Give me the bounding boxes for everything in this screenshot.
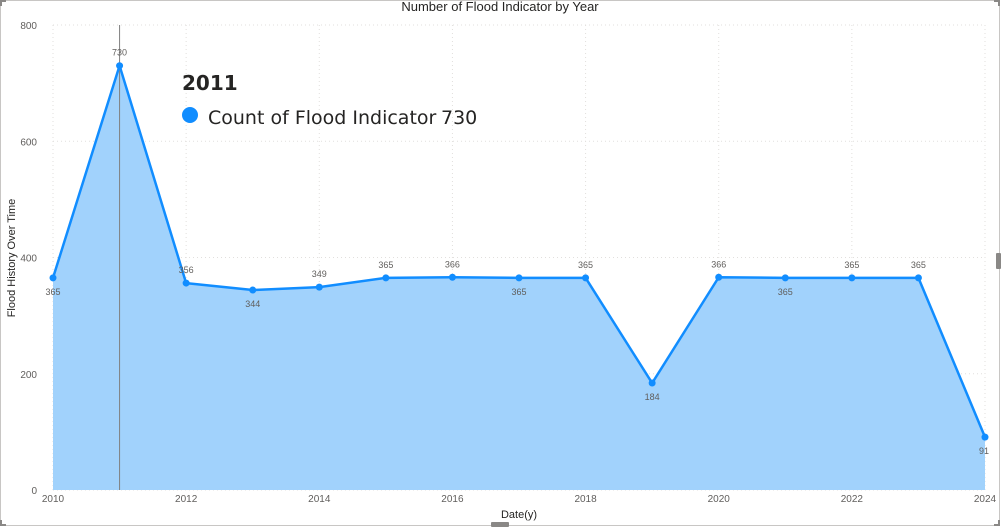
data-label-2011: 730 bbox=[112, 48, 127, 58]
y-tick-label: 400 bbox=[20, 254, 37, 265]
data-point-2019[interactable] bbox=[648, 379, 656, 387]
data-point-2012[interactable] bbox=[182, 279, 190, 287]
data-point-2022[interactable] bbox=[848, 274, 856, 282]
frame-corner-top-right bbox=[998, 0, 1000, 6]
x-tick-label: 2022 bbox=[841, 494, 864, 505]
data-point-2024[interactable] bbox=[981, 433, 989, 441]
x-tick-label: 2016 bbox=[441, 494, 464, 505]
x-tick-label: 2018 bbox=[574, 494, 597, 505]
data-point-2023[interactable] bbox=[914, 274, 922, 282]
data-label-2022: 365 bbox=[844, 260, 859, 270]
data-point-2021[interactable] bbox=[781, 274, 789, 282]
y-axis-ticks: 0 200 400 600 800 bbox=[20, 21, 37, 497]
data-point-2011[interactable] bbox=[116, 62, 124, 70]
y-tick-label: 800 bbox=[20, 21, 37, 32]
resize-handle-right[interactable] bbox=[996, 253, 1001, 269]
data-label-2021: 365 bbox=[778, 287, 793, 297]
data-label-2014: 349 bbox=[312, 269, 327, 279]
frame-corner-bottom-left bbox=[0, 520, 2, 526]
frame-corner-top-left bbox=[0, 0, 2, 6]
x-tick-label: 2024 bbox=[974, 494, 997, 505]
chart-title: Number of Flood Indicator by Year bbox=[401, 0, 599, 14]
data-label-2018: 365 bbox=[578, 260, 593, 270]
data-label-2015: 365 bbox=[378, 260, 393, 270]
data-labels: 365 730 356 344 349 365 366 365 365 184 366 365 365 3… bbox=[45, 48, 989, 456]
y-tick-label: 200 bbox=[20, 370, 37, 381]
frame-corner-top-right bbox=[994, 0, 1000, 2]
data-point-2016[interactable] bbox=[448, 273, 456, 281]
frame-corner-bottom-right bbox=[994, 524, 1000, 526]
x-tick-label: 2012 bbox=[175, 494, 198, 505]
data-point-2014[interactable] bbox=[315, 283, 323, 291]
x-axis-title: Date(y) bbox=[501, 509, 537, 521]
tooltip-series-marker bbox=[182, 107, 198, 123]
data-label-2020: 366 bbox=[711, 259, 726, 269]
tooltip: 2011 Count of Flood Indicator 730 bbox=[182, 71, 477, 129]
frame-corner-top-left bbox=[0, 0, 6, 2]
y-axis-title: Flood History Over Time bbox=[6, 199, 18, 318]
frame-corner-bottom-right bbox=[998, 520, 1000, 526]
y-tick-label: 600 bbox=[20, 137, 37, 148]
data-label-2012: 356 bbox=[179, 265, 194, 275]
frame-corner-bottom-left bbox=[0, 524, 6, 526]
data-label-2017: 365 bbox=[511, 287, 526, 297]
data-label-2024: 91 bbox=[979, 446, 989, 456]
x-axis-ticks: 2010 2012 2014 2016 2018 2020 2022 2024 bbox=[42, 494, 997, 505]
data-point-2015[interactable] bbox=[382, 274, 390, 282]
tooltip-series-value: 730 bbox=[441, 107, 477, 129]
data-label-2010: 365 bbox=[45, 287, 60, 297]
data-label-2019: 184 bbox=[645, 392, 660, 402]
x-tick-label: 2020 bbox=[708, 494, 731, 505]
data-label-2023: 365 bbox=[911, 260, 926, 270]
data-label-2016: 366 bbox=[445, 259, 460, 269]
x-tick-label: 2014 bbox=[308, 494, 331, 505]
data-point-2013[interactable] bbox=[249, 286, 257, 294]
data-label-2013: 344 bbox=[245, 299, 260, 309]
data-points bbox=[49, 62, 989, 441]
x-tick-label: 2010 bbox=[42, 494, 65, 505]
y-tick-label: 0 bbox=[31, 486, 37, 497]
data-point-2018[interactable] bbox=[582, 274, 590, 282]
resize-handle-bottom[interactable] bbox=[491, 522, 509, 527]
tooltip-title: 2011 bbox=[182, 71, 238, 95]
data-point-2017[interactable] bbox=[515, 274, 523, 282]
data-point-2010[interactable] bbox=[49, 274, 57, 282]
tooltip-series-label: Count of Flood Indicator bbox=[208, 107, 437, 129]
data-point-2020[interactable] bbox=[715, 273, 723, 281]
